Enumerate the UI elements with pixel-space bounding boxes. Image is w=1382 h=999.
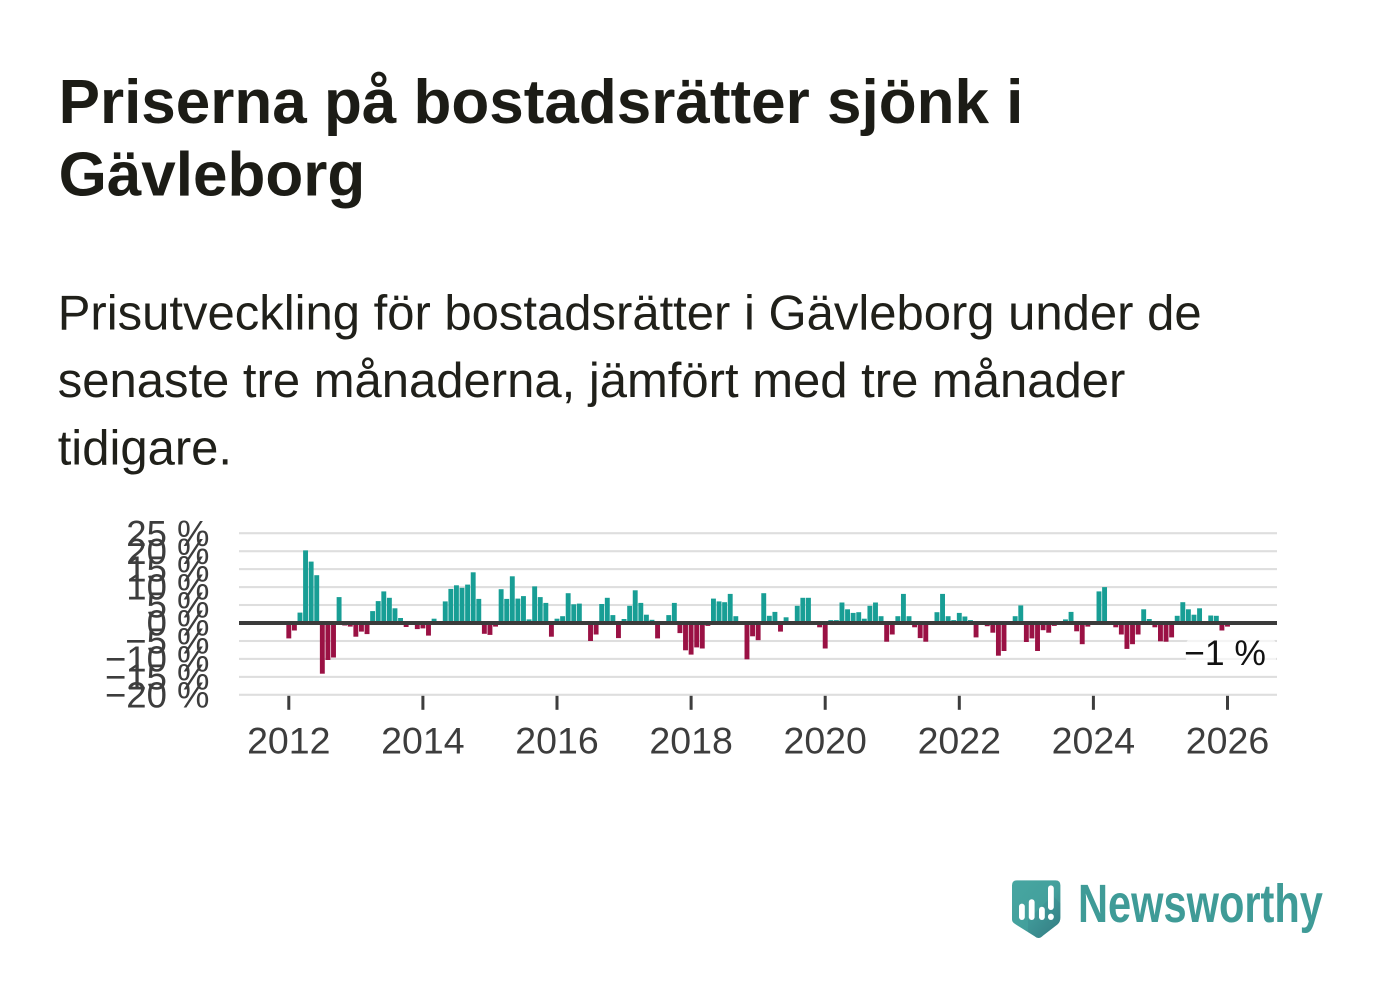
- svg-text:2016: 2016: [515, 720, 598, 762]
- svg-text:−20 %: −20 %: [105, 674, 210, 715]
- svg-text:Gävleborg: Gävleborg: [59, 140, 366, 209]
- svg-text:15 %: 15 %: [126, 549, 209, 590]
- svg-text:tidigare.: tidigare.: [58, 421, 232, 475]
- svg-text:10 %: 10 %: [126, 567, 209, 608]
- svg-text:2022: 2022: [918, 720, 1001, 762]
- svg-text:2026: 2026: [1186, 720, 1269, 762]
- svg-text:Priserna på bostadsrätter sjön: Priserna på bostadsrätter sjönk i: [59, 68, 1024, 137]
- svg-text:2020: 2020: [783, 720, 866, 762]
- svg-text:25 %: 25 %: [126, 513, 209, 554]
- svg-text:senaste tre månaderna, jämfört: senaste tre månaderna, jämfört med tre m…: [58, 354, 1126, 408]
- svg-text:−1 %: −1 %: [1184, 633, 1266, 673]
- svg-text:20 %: 20 %: [126, 531, 209, 572]
- svg-text:−15 %: −15 %: [105, 657, 210, 698]
- svg-text:0 %: 0 %: [147, 603, 210, 644]
- svg-text:Newsworthy: Newsworthy: [1078, 874, 1323, 935]
- svg-text:2024: 2024: [1052, 720, 1135, 762]
- svg-text:2018: 2018: [649, 720, 732, 762]
- svg-text:−5 %: −5 %: [125, 621, 209, 662]
- svg-text:5 %: 5 %: [147, 585, 210, 626]
- svg-text:Prisutveckling för bostadsrätt: Prisutveckling för bostadsrätter i Gävle…: [58, 287, 1202, 341]
- svg-text:2012: 2012: [247, 720, 330, 762]
- svg-text:−10 %: −10 %: [105, 639, 210, 680]
- svg-text:2014: 2014: [381, 720, 464, 762]
